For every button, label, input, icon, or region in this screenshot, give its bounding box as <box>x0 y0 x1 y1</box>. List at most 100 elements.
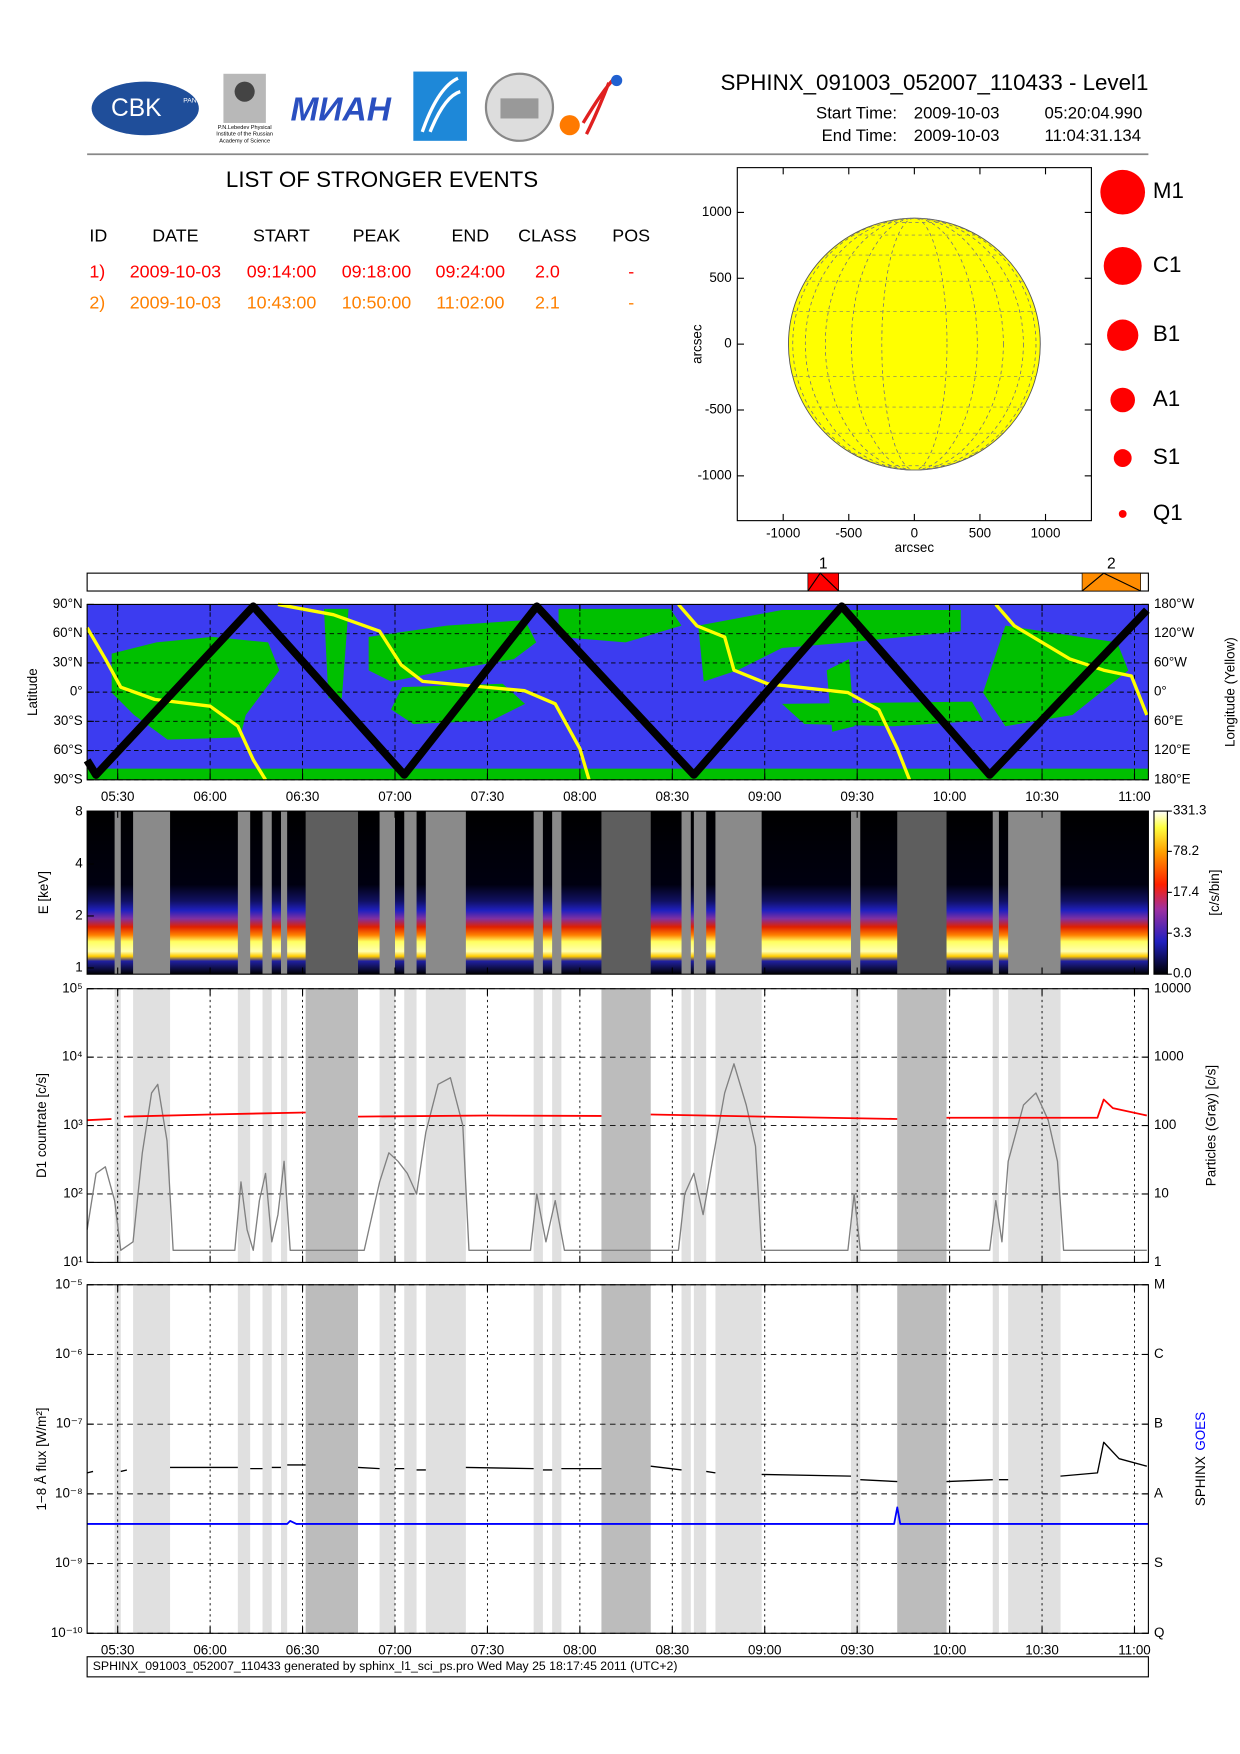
x-tick-label: 09:00 <box>748 789 782 804</box>
sun-logo <box>559 115 580 136</box>
y2-tick-label: B <box>1154 1416 1163 1431</box>
event-cell: 2009-10-03 <box>130 293 221 313</box>
data-gap <box>552 1284 562 1634</box>
data-gap <box>992 811 999 975</box>
data-gap <box>552 988 562 1263</box>
y-tick-label: 10³ <box>63 1117 83 1132</box>
event-cell: 1) <box>89 261 105 281</box>
class-marker <box>1118 510 1127 518</box>
x-tick-label: 08:00 <box>563 1643 597 1658</box>
s-logo <box>581 77 616 135</box>
x-tick-label: 07:00 <box>378 789 412 804</box>
y-tick-label: 0° <box>70 684 83 699</box>
column-header: DATE <box>152 226 198 246</box>
y-axis-label: E [keV] <box>36 871 51 914</box>
y2-tick-label: 0° <box>1154 684 1167 699</box>
series-line <box>87 1506 1149 1525</box>
colorbar-tick-label: 0.0 <box>1173 966 1192 981</box>
disk-grid <box>824 217 1004 471</box>
data-gap <box>897 1284 947 1634</box>
data-gap <box>681 988 691 1263</box>
data-gap <box>133 1284 171 1634</box>
y-tick-label: 500 <box>709 270 731 285</box>
x-tick-label: -500 <box>835 526 862 541</box>
x-tick-label: 05:30 <box>101 789 135 804</box>
x-tick-label: 08:30 <box>656 789 690 804</box>
data-gap <box>237 811 251 975</box>
y2-tick-label: 180°W <box>1154 596 1195 611</box>
data-gap <box>851 1284 861 1634</box>
y2-tick-label: 60°E <box>1154 713 1183 728</box>
y2-tick-label: 180°E <box>1154 771 1191 786</box>
y-tick-label: 1000 <box>702 204 732 219</box>
event-cell: 2.1 <box>535 293 560 313</box>
x-tick-label: 07:00 <box>378 1643 412 1658</box>
data-gap <box>404 811 417 975</box>
map-region <box>698 610 961 682</box>
data-gap <box>379 1284 395 1634</box>
series-line <box>87 1098 1148 1122</box>
legend: SPHINX GOES <box>1192 1412 1207 1506</box>
event-peak <box>1081 572 1141 592</box>
y2-tick-label: 60°W <box>1154 654 1187 669</box>
colorbar-label: [c/s/bin] <box>1207 870 1222 916</box>
y-tick-label: 90°S <box>53 771 82 786</box>
map-region <box>368 620 537 682</box>
series-line <box>86 1441 1148 1483</box>
class-marker <box>1110 387 1135 413</box>
event-number: 2 <box>1107 555 1116 572</box>
class-marker <box>1103 246 1142 285</box>
y2-axis-label: Longitude (Yellow) <box>1223 637 1238 747</box>
y2-tick-label: A <box>1154 1485 1163 1500</box>
x-tick-label: 08:30 <box>656 1643 690 1658</box>
data-gap <box>533 988 543 1263</box>
y2-tick-label: Q <box>1154 1625 1164 1640</box>
class-marker <box>1100 169 1146 215</box>
y2-tick-label: 120°W <box>1154 625 1195 640</box>
data-gap <box>262 1284 272 1634</box>
plot-frame <box>86 810 1149 975</box>
y-tick-label: 30°N <box>53 654 83 669</box>
y-tick-label: 1 <box>75 959 82 974</box>
column-header: PEAK <box>353 226 401 246</box>
y-tick-label: 0 <box>724 336 731 351</box>
x-tick-label: 05:30 <box>101 1643 135 1658</box>
x-tick-label: 11:00 <box>1118 1643 1151 1658</box>
y2-tick-label: 1 <box>1154 1254 1161 1269</box>
class-label: B1 <box>1153 321 1180 346</box>
data-gap <box>404 1284 417 1634</box>
y-tick-label: 30°S <box>53 713 82 728</box>
y-tick-label: -500 <box>705 402 732 417</box>
series-line <box>86 1063 1147 1252</box>
data-gap <box>280 988 288 1263</box>
x-tick-label: 10:30 <box>1025 1643 1059 1658</box>
x-tick-label: 11:00 <box>1118 789 1151 804</box>
event-number: 1 <box>819 555 828 572</box>
event-cell: 10:43:00 <box>247 293 317 313</box>
data-gap <box>715 1284 762 1634</box>
events-title: LIST OF STRONGER EVENTS <box>226 167 538 192</box>
file-title: SPHINX_091003_052007_110433 - Level1 <box>721 70 1149 95</box>
data-gap <box>533 811 543 975</box>
disk-grid <box>792 217 1037 471</box>
y2-tick-label: 100 <box>1154 1117 1176 1132</box>
class-label: M1 <box>1153 178 1184 203</box>
y2-tick-label: S <box>1154 1555 1163 1570</box>
data-gap <box>601 1284 651 1634</box>
event-cell: - <box>628 293 634 313</box>
x-tick-label: 10:30 <box>1025 789 1059 804</box>
lebedev-caption: Academy of Science <box>219 138 270 144</box>
x-tick-label: 09:00 <box>748 1643 782 1658</box>
event-cell: 2009-10-03 <box>130 261 221 281</box>
x-tick-label: 500 <box>969 526 991 541</box>
class-marker <box>1113 449 1132 468</box>
end-date: 2009-10-03 <box>914 126 1000 145</box>
class-marker <box>1107 319 1139 351</box>
column-header: CLASS <box>518 226 577 246</box>
y-tick-label: 2 <box>75 908 82 923</box>
y-tick-label: 10⁻⁸ <box>55 1485 83 1500</box>
y-tick-label: 10⁴ <box>62 1049 83 1064</box>
event-peak <box>807 572 840 592</box>
seal-building <box>500 98 539 119</box>
y2-tick-label: C <box>1154 1346 1164 1361</box>
